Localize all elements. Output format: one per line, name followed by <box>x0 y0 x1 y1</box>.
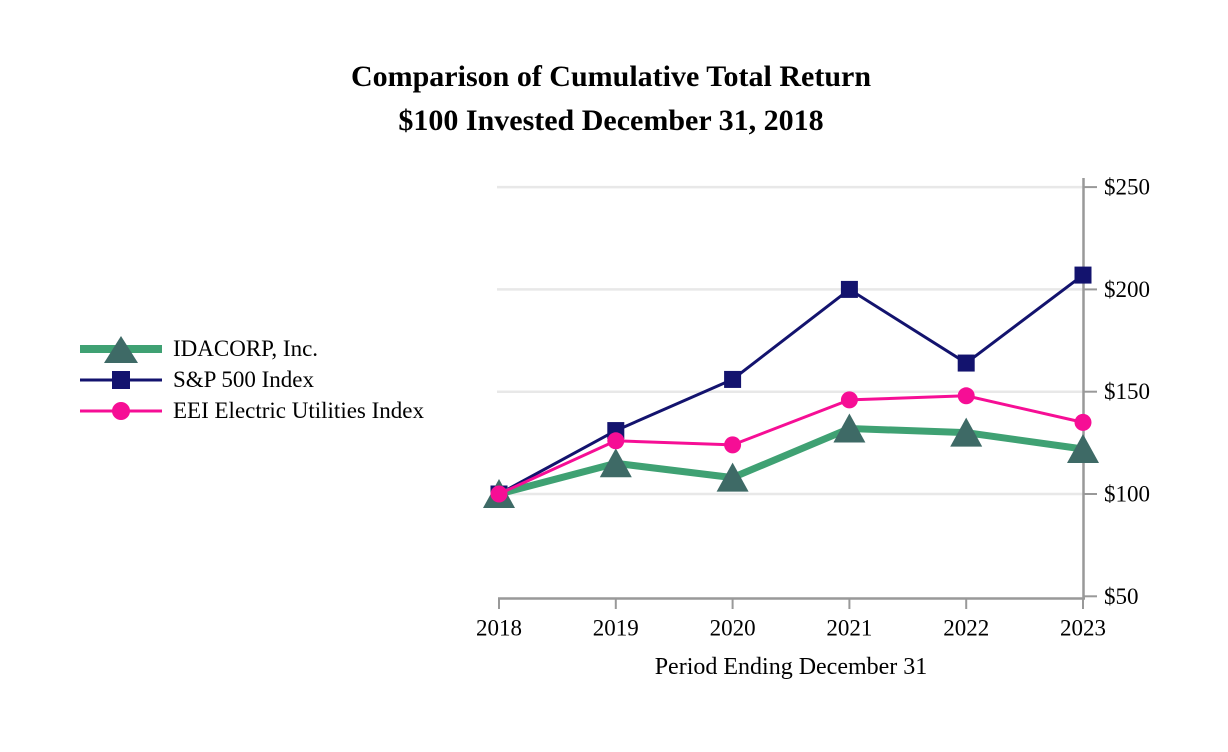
legend-item-idacorp: IDACORP, Inc. <box>78 333 424 364</box>
marker-triangle-idacorp-inc <box>950 417 983 447</box>
marker-circle-eei-electric-utilities-index <box>1074 413 1092 431</box>
chart-title-line1: Comparison of Cumulative Total Return <box>350 60 872 93</box>
x-axis-title: Period Ending December 31 <box>655 654 928 680</box>
x-tick-label: 2023 <box>1060 616 1106 641</box>
series-line-s-p-500-index <box>498 273 1084 496</box>
marker-square-s-p-500-index <box>1074 266 1092 284</box>
series-line-eei-electric-utilities-index <box>498 394 1084 496</box>
marker-triangle-idacorp-inc <box>599 448 632 478</box>
x-tick-label: 2021 <box>826 616 872 641</box>
square-marker-icon <box>112 370 130 389</box>
y-tick-label: $100 <box>1104 482 1150 507</box>
marker-circle-eei-electric-utilities-index <box>490 485 508 503</box>
legend: IDACORP, Inc. S&P 500 Index EEI Electric… <box>78 333 424 426</box>
chart-title: Comparison of Cumulative Total Return $1… <box>0 55 1222 143</box>
x-tick-label: 2018 <box>476 616 522 641</box>
chart-title-line2: $100 Invested December 31, 2018 <box>398 104 824 137</box>
marker-circle-eei-electric-utilities-index <box>840 391 858 409</box>
legend-swatch-idacorp <box>80 335 162 363</box>
legend-swatch-eei <box>80 401 162 420</box>
x-tick-label: 2019 <box>593 616 639 641</box>
marker-square-s-p-500-index <box>724 370 742 388</box>
y-tick-label: $150 <box>1104 379 1150 404</box>
marker-triangle-idacorp-inc <box>716 462 749 492</box>
marker-square-s-p-500-index <box>957 354 975 372</box>
marker-square-s-p-500-index <box>840 280 858 298</box>
series-line-idacorp-inc <box>498 425 1084 498</box>
legend-item-sp500: S&P 500 Index <box>78 364 424 395</box>
legend-label-sp500: S&P 500 Index <box>173 366 314 392</box>
marker-circle-eei-electric-utilities-index <box>957 387 975 405</box>
x-tick-label: 2022 <box>943 616 989 641</box>
triangle-marker-icon <box>104 335 138 363</box>
legend-swatch-sp500 <box>80 370 162 389</box>
legend-item-eei: EEI Electric Utilities Index <box>78 395 424 426</box>
marker-circle-eei-electric-utilities-index <box>724 436 742 454</box>
x-tick-label: 2020 <box>710 616 756 641</box>
marker-circle-eei-electric-utilities-index <box>607 432 625 450</box>
y-tick-label: $200 <box>1104 277 1150 302</box>
marker-triangle-idacorp-inc <box>833 413 866 443</box>
marker-triangle-idacorp-inc <box>1067 433 1099 463</box>
legend-label-idacorp: IDACORP, Inc. <box>173 335 319 361</box>
y-tick-label: $50 <box>1104 584 1139 609</box>
y-tick-label: $250 <box>1104 175 1150 200</box>
legend-label-eei: EEI Electric Utilities Index <box>173 397 424 423</box>
circle-marker-icon <box>112 401 130 420</box>
